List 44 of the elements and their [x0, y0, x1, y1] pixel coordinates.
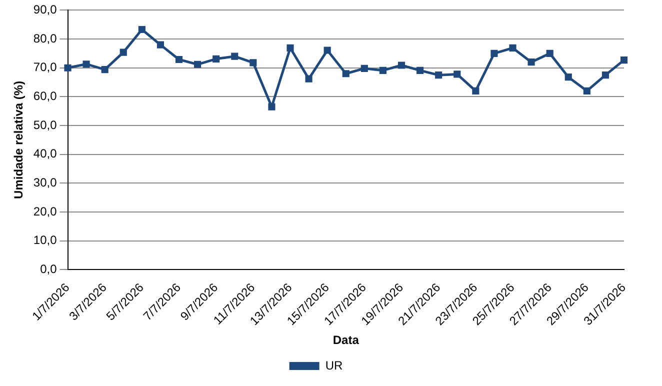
point: [528, 58, 535, 66]
point: [360, 64, 368, 72]
point: [120, 48, 127, 56]
point: [546, 50, 554, 57]
point: [398, 62, 406, 69]
point: [231, 52, 238, 60]
y-tick-label: 90,0: [33, 2, 58, 17]
point: [250, 59, 257, 66]
y-tick-label: 70,0: [33, 60, 58, 74]
y-tick-label: 40,0: [33, 146, 58, 161]
point: [138, 26, 146, 34]
y-tick-label: 20,0: [33, 204, 58, 218]
y-tick-label: 0,0: [40, 262, 58, 276]
point: [64, 64, 72, 72]
point: [194, 60, 202, 68]
y-axis-title: Umidade relativa (%): [12, 80, 26, 199]
x-axis-title: Data: [332, 333, 360, 348]
y-tick-label: 60,0: [33, 89, 58, 103]
y-tick-label: 10,0: [33, 233, 58, 248]
point: [583, 87, 590, 94]
point: [602, 72, 609, 79]
point: [342, 70, 350, 78]
point: [564, 74, 572, 81]
point: [454, 70, 461, 78]
y-tick-label: 80,0: [33, 31, 58, 46]
legend-label: UR: [325, 358, 343, 372]
point: [156, 41, 164, 48]
point: [490, 50, 498, 57]
point: [379, 66, 386, 74]
point: [101, 66, 108, 74]
point: [324, 46, 331, 54]
point: [509, 44, 516, 52]
y-tick-label: 30,0: [33, 175, 58, 190]
point: [268, 103, 276, 110]
y-tick-label: 50,0: [33, 118, 58, 132]
point: [435, 72, 442, 79]
point: [175, 56, 183, 64]
point: [472, 87, 480, 94]
point: [286, 44, 294, 52]
point: [82, 60, 90, 68]
point: [212, 55, 220, 62]
point: [416, 66, 424, 74]
point: [305, 75, 312, 82]
point: [620, 56, 628, 64]
